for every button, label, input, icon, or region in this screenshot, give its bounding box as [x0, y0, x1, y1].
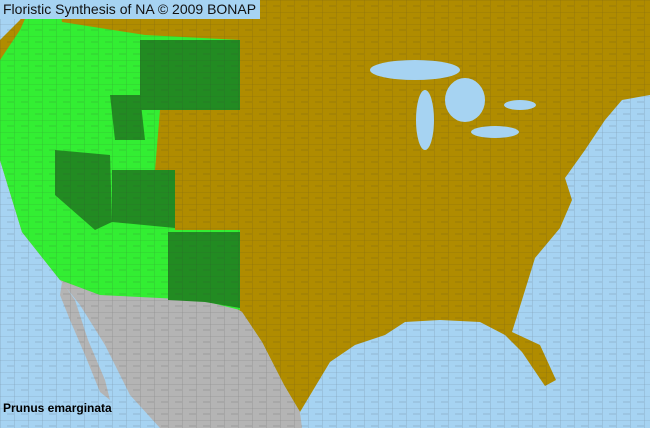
map-title: Floristic Synthesis of NA © 2009 BONAP	[0, 0, 261, 19]
great-lakes	[370, 60, 536, 150]
lake-ontario	[504, 100, 536, 110]
species-name: Prunus emarginata	[3, 401, 112, 415]
lake-huron	[445, 78, 485, 122]
lake-superior	[370, 60, 460, 80]
lake-michigan	[416, 90, 434, 150]
lake-erie	[471, 126, 519, 138]
